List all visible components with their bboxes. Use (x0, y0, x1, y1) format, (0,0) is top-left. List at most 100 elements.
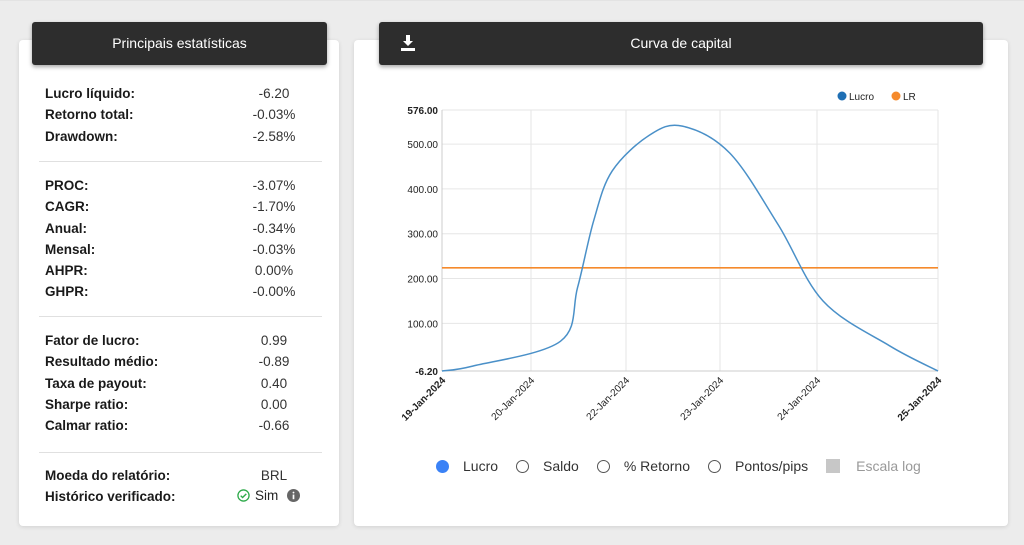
equity-curve-chart: 576.00 500.00 400.00 300.00 200.00 100.00 -6.2… (400, 91, 945, 424)
chart-option-label: Saldo (543, 458, 579, 474)
stat-label: GHPR: (45, 284, 89, 300)
x-tick-label: 25-Jan-2024 (896, 375, 945, 424)
y-tick-label: 100.00 (407, 319, 438, 330)
chart-option[interactable]: Lucro (436, 458, 498, 474)
chart-options: Lucro Saldo % Retorno Pontos/pips Escala log (436, 458, 939, 474)
chart-option[interactable]: % Retorno (596, 458, 690, 474)
stat-value: -2.58% (252, 128, 296, 144)
stat-label: Mensal: (45, 241, 96, 257)
stat-label: PROC: (45, 178, 89, 193)
stat-value: -0.03% (252, 241, 296, 257)
stat-row: Retorno total: -0.03% (19, 104, 321, 125)
stat-row: PROC: -3.07% (19, 175, 321, 196)
y-tick-label: 300.00 (407, 230, 438, 241)
checkbox[interactable] (826, 459, 841, 473)
verified-status: Sim (237, 488, 301, 504)
stat-label: Lucro líquido: (45, 86, 135, 101)
stat-value: 0.00% (254, 263, 294, 279)
stat-label: Calmar ratio: (45, 418, 129, 434)
y-tick-label: -6.20 (415, 367, 438, 378)
stat-value: -0.66 (258, 418, 290, 434)
equity-curve-title: Curva de capital (630, 35, 732, 51)
chart-option-label: % Retorno (623, 458, 690, 474)
stat-row: Sharpe ratio: 0.00 (19, 394, 321, 415)
stat-row: Calmar ratio: -0.66 (19, 415, 321, 436)
stat-row: Lucro líquido: -6.20 (19, 83, 321, 104)
stats-header: Principais estatísticas (32, 22, 327, 65)
stats-divider (39, 161, 322, 162)
download-icon[interactable] (401, 35, 415, 51)
stat-label: Taxa de payout: (45, 375, 147, 391)
chart-option-label: Pontos/pips (735, 458, 809, 474)
stats-group: Fator de lucro: 0.99 Resultado médio: -0.89… (19, 330, 321, 436)
x-tick-label: 20-Jan-2024 (490, 375, 538, 423)
stat-label: Resultado médio: (45, 354, 159, 370)
stat-row: Drawdown: -2.58% (19, 126, 321, 147)
y-tick-label: 200.00 (407, 275, 438, 286)
stat-row: AHPR: 0.00% (19, 260, 321, 281)
chart-option-label: Lucro (463, 458, 499, 474)
stat-value: -0.34% (252, 220, 296, 236)
stat-row: Histórico verificado: Sim (19, 486, 321, 507)
chart-option-label: Escala log (856, 458, 921, 474)
stat-label: Anual: (45, 220, 87, 236)
stats-card (19, 40, 339, 526)
equity-curve-card (354, 40, 1008, 526)
equity-curve-header: Curva de capital (379, 22, 983, 65)
info-icon[interactable] (287, 489, 301, 503)
stats-group: PROC: -3.07% CAGR: -1.70% Anual: -0.34% Mensal… (19, 175, 321, 303)
chart-option[interactable]: Saldo (516, 458, 579, 474)
stats-divider (39, 452, 322, 453)
top-divider (0, 0, 1024, 1)
legend-marker-lucro (837, 91, 847, 101)
x-tick-label: 24-Jan-2024 (776, 375, 824, 423)
radio-button[interactable] (436, 459, 449, 473)
stat-value: 0.99 (260, 333, 288, 348)
stat-value: -0.89 (258, 354, 290, 370)
stat-row: Moeda do relatório: BRL (19, 465, 321, 486)
stat-value: -0.00% (252, 284, 296, 300)
legend-marker-lr (891, 91, 901, 101)
stat-label: Retorno total: (45, 107, 134, 123)
stat-value: -6.20 (258, 86, 290, 101)
radio-button[interactable] (516, 459, 530, 473)
stat-row: Mensal: -0.03% (19, 239, 321, 260)
stat-value: -3.07% (252, 178, 296, 193)
stat-label: AHPR: (45, 263, 88, 279)
stat-value: 0.00 (260, 396, 288, 412)
stat-label: Histórico verificado: (45, 489, 176, 505)
stat-label: Sharpe ratio: (45, 396, 129, 412)
radio-button[interactable] (596, 459, 610, 473)
y-tick-label: 576.00 (407, 106, 438, 117)
y-tick-label: 400.00 (407, 185, 438, 196)
stat-row: Fator de lucro: 0.99 (19, 330, 321, 351)
radio-button[interactable] (708, 459, 721, 473)
stat-value: 0.40 (260, 375, 288, 391)
y-tick-label: 500.00 (407, 140, 438, 151)
stat-label: Fator de lucro: (45, 333, 140, 348)
stat-value: -1.70% (252, 199, 296, 215)
lucro-series-line (441, 124, 939, 372)
chart-option[interactable]: Escala log (826, 458, 921, 474)
stat-value: BRL (260, 468, 288, 483)
stat-label: Moeda do relatório: (45, 468, 171, 483)
stat-value: -0.03% (252, 107, 296, 123)
stats-divider (39, 316, 322, 317)
x-tick-label: 19-Jan-2024 (400, 375, 449, 424)
x-tick-label: 23-Jan-2024 (679, 375, 727, 423)
legend-label-lucro: Lucro (849, 92, 874, 103)
chart-option[interactable]: Pontos/pips (708, 458, 808, 474)
legend-label-lr: LR (903, 92, 916, 103)
stat-row: Anual: -0.34% (19, 218, 321, 239)
x-tick-label: 22-Jan-2024 (585, 375, 633, 423)
stats-group: Lucro líquido: -6.20 Retorno total: -0.03% D… (19, 83, 321, 147)
stats-group: Moeda do relatório: BRL Histórico verifica… (19, 465, 321, 508)
stat-label: CAGR: (45, 199, 90, 215)
stat-row: CAGR: -1.70% (19, 196, 321, 217)
stat-row: Taxa de payout: 0.40 (19, 373, 321, 394)
stat-row: GHPR: -0.00% (19, 281, 321, 302)
check-circle-icon (237, 489, 250, 503)
stat-label: Drawdown: (45, 128, 118, 144)
verified-value: Sim (255, 488, 279, 504)
stat-row: Resultado médio: -0.89 (19, 351, 321, 372)
